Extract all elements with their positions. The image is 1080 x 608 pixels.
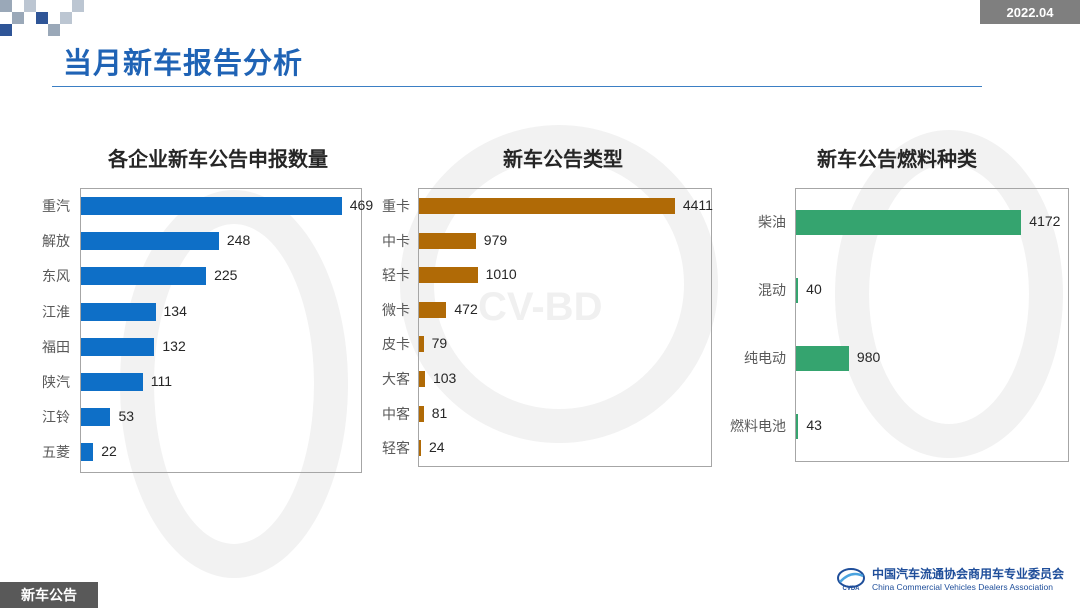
bar (796, 413, 799, 439)
category-label: 柴油 (758, 215, 786, 231)
bar (419, 198, 675, 214)
category-label: 中客 (382, 406, 410, 423)
data-label: 43 (806, 417, 822, 433)
data-label: 132 (162, 337, 186, 354)
category-label: 五菱 (42, 445, 70, 462)
bar (81, 408, 111, 427)
association-name-en: China Commercial Vehicles Dealers Associ… (871, 582, 1053, 592)
footer-section-tab: 新车公告 (0, 582, 98, 608)
data-label: 134 (163, 302, 187, 319)
data-label: 22 (101, 443, 117, 460)
bar (796, 345, 849, 371)
chart-title: 新车公告类型 (503, 147, 623, 171)
bar (419, 336, 424, 353)
chart-frame (80, 188, 362, 473)
bar (419, 405, 424, 422)
data-label: 225 (214, 267, 238, 284)
category-label: 江淮 (42, 304, 70, 321)
association-logo-icon: CVDA (836, 567, 865, 592)
bar (796, 277, 799, 303)
association-name-cn: 中国汽车流通协会商用车专业委员会 (871, 567, 1064, 581)
category-label: 微卡 (382, 302, 410, 319)
data-label: 979 (483, 231, 508, 248)
category-label: 混动 (758, 283, 786, 299)
bar (419, 440, 421, 457)
data-label: 472 (454, 300, 478, 317)
category-label: 重汽 (42, 199, 70, 215)
category-label: 陕汽 (42, 375, 70, 391)
category-label: 福田 (42, 339, 70, 356)
chart-frame (418, 188, 712, 467)
bar (81, 373, 143, 391)
category-label: 中卡 (382, 233, 410, 250)
bar (81, 337, 155, 356)
chart-title: 新车公告燃料种类 (817, 147, 977, 171)
data-label: 980 (856, 349, 881, 365)
bar (81, 443, 94, 462)
data-label: 103 (432, 370, 457, 386)
category-label: 纯电动 (744, 351, 786, 367)
data-label: 79 (431, 335, 448, 352)
bar (81, 302, 156, 321)
title-divider (52, 86, 982, 87)
bar (81, 197, 342, 215)
chart-frame (795, 188, 1069, 462)
page-title: 当月新车报告分析 (63, 46, 304, 80)
data-label: 4411 (682, 197, 713, 213)
data-label: 248 (226, 232, 251, 249)
category-label: 皮卡 (382, 337, 410, 354)
logo-mark-text: CVDA (842, 586, 860, 592)
data-label: 53 (118, 408, 135, 425)
data-label: 1010 (485, 266, 517, 283)
category-label: 大客 (382, 372, 410, 388)
data-label: 4172 (1029, 213, 1061, 229)
category-label: 东风 (42, 269, 70, 286)
data-label: 24 (429, 439, 445, 456)
bar (796, 209, 1022, 235)
bar (419, 301, 447, 318)
chart-title: 各企业新车公告申报数量 (108, 147, 328, 171)
data-label: 40 (806, 281, 822, 297)
bar (419, 267, 478, 284)
association-logo: CVDA 中国汽车流通协会商用车专业委员会 China Commercial V… (836, 565, 1064, 592)
data-label: 469 (349, 197, 374, 213)
category-label: 解放 (42, 234, 70, 251)
category-label: 燃料电池 (730, 419, 786, 435)
decorative-checker-pattern (0, 0, 90, 40)
category-label: 江铃 (42, 410, 70, 427)
data-label: 111 (150, 373, 172, 389)
data-label: 81 (431, 404, 448, 421)
category-label: 轻卡 (382, 268, 410, 285)
bar (419, 232, 476, 249)
bar (419, 371, 425, 387)
category-label: 轻客 (382, 441, 410, 458)
watermark-text: CV-BD (478, 285, 603, 329)
bar (81, 232, 219, 251)
category-label: 重卡 (382, 199, 410, 215)
date-badge: 2022.04 (980, 0, 1080, 24)
bar (81, 267, 207, 286)
